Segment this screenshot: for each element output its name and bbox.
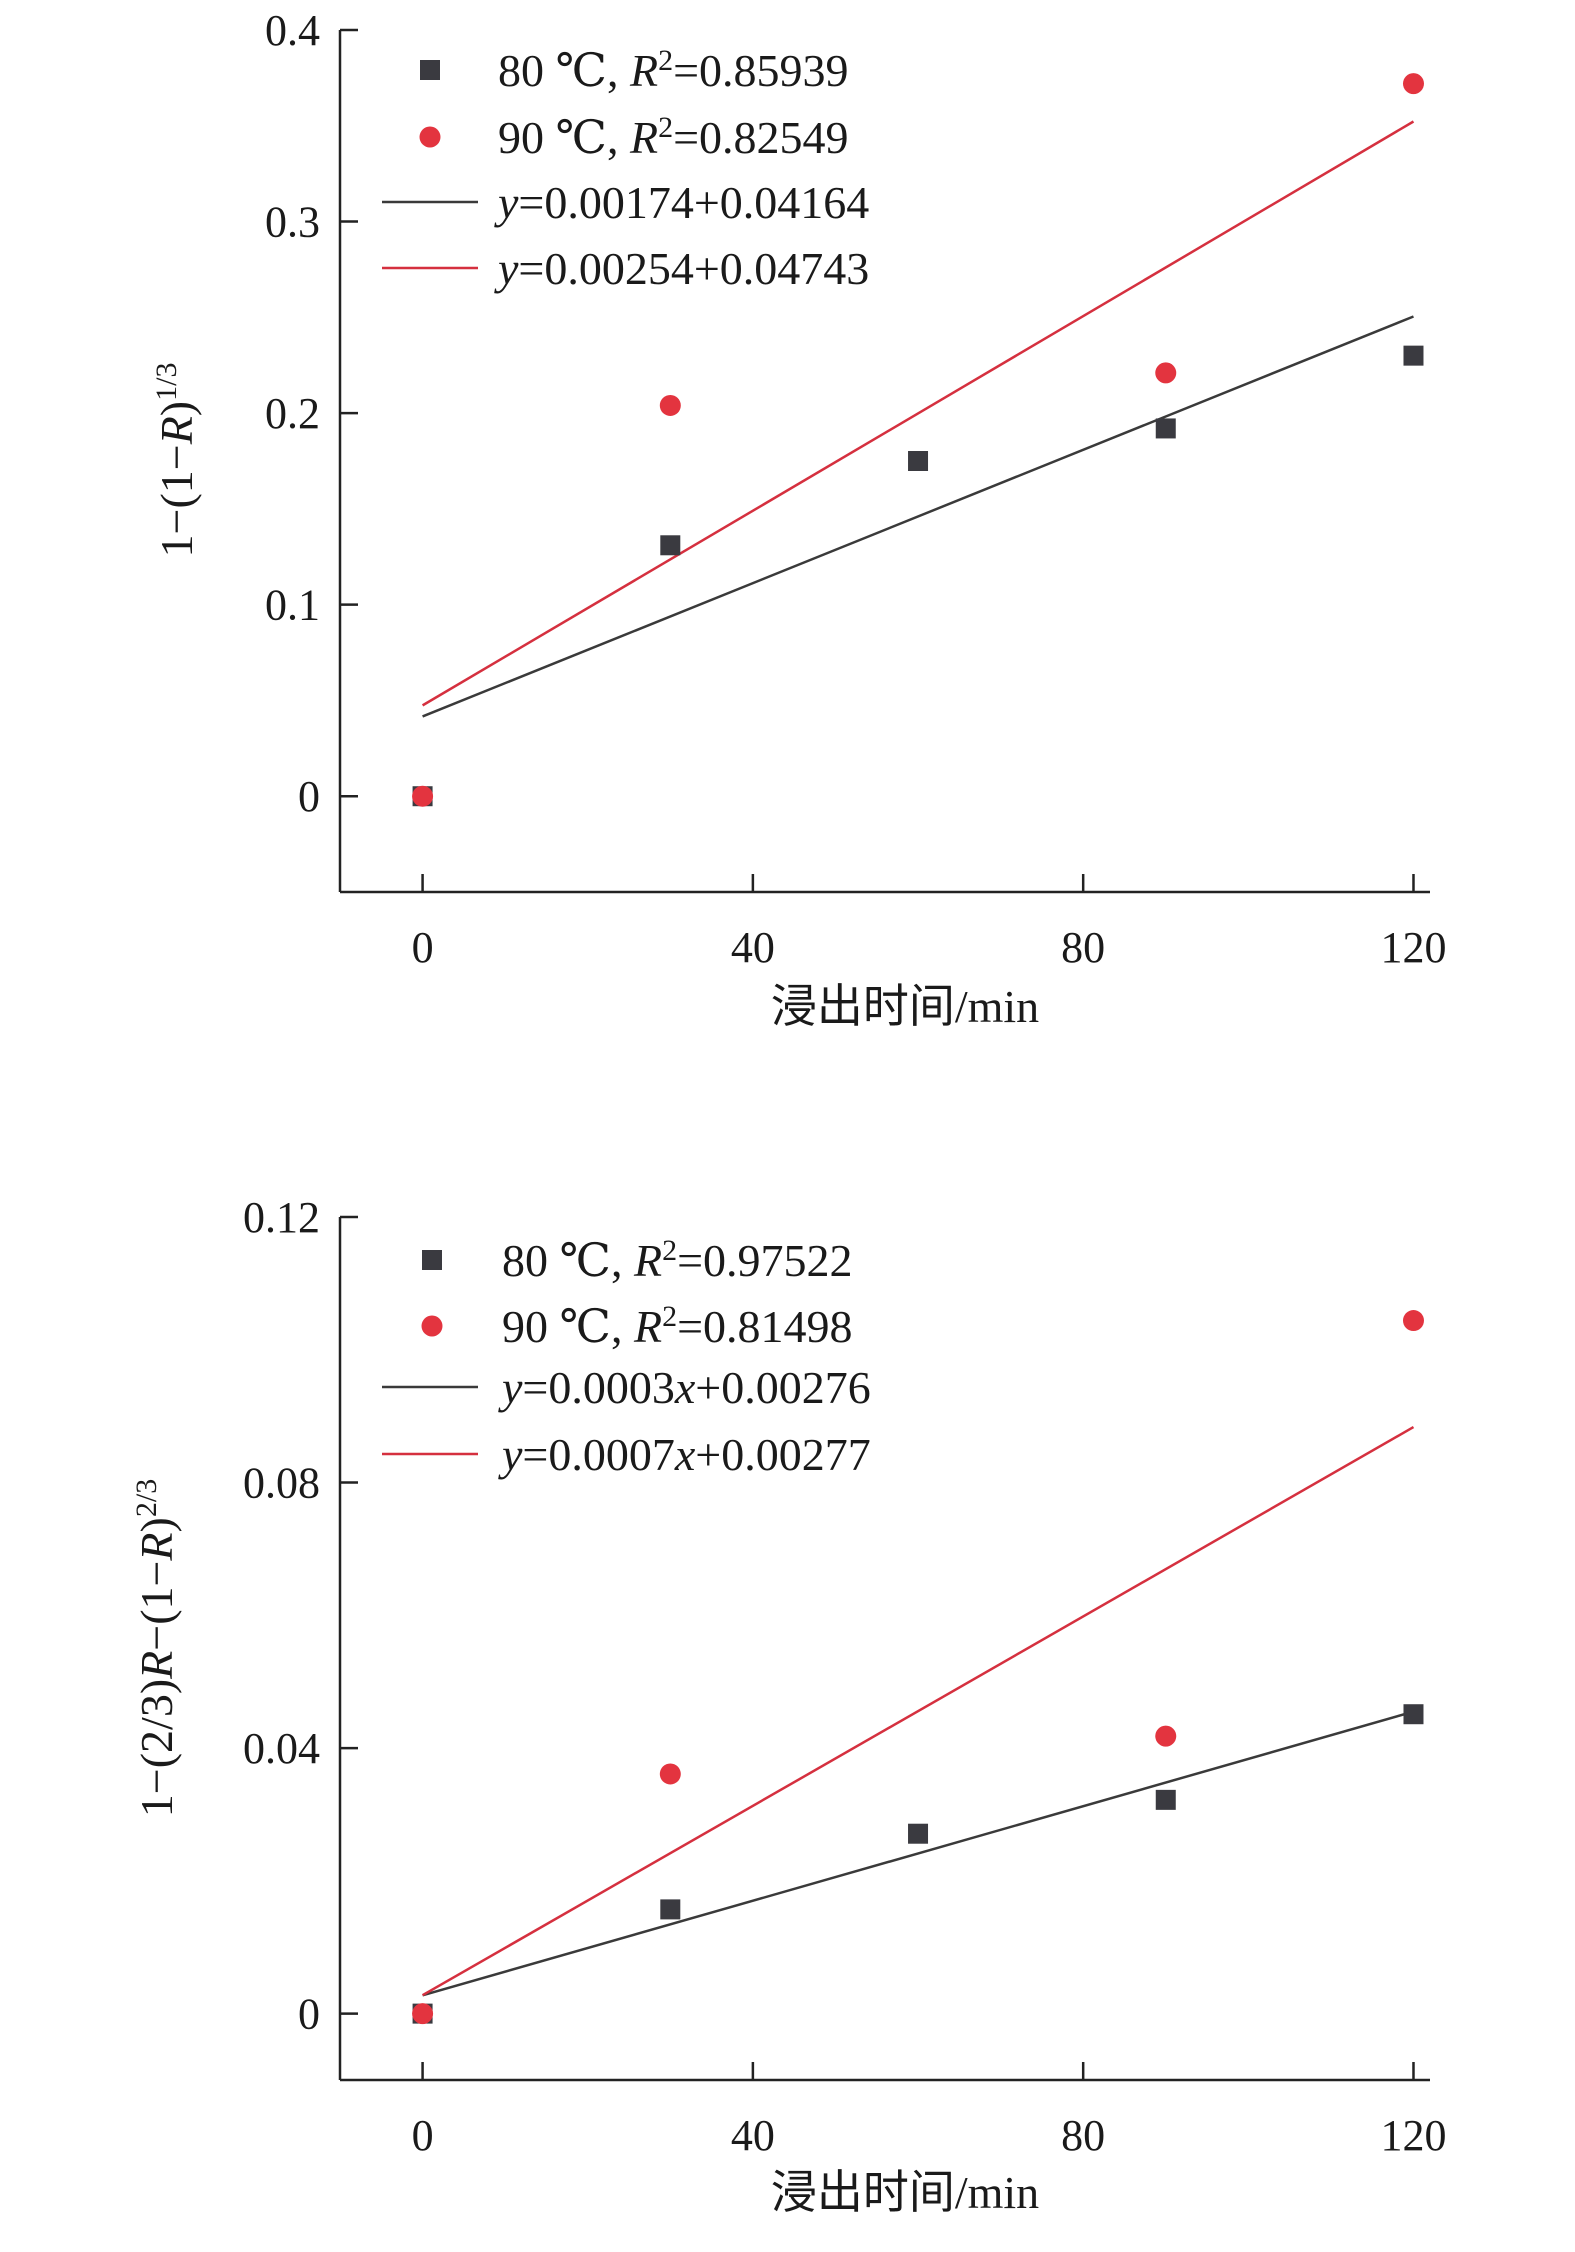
legend-r-exponent: 2 [658, 44, 673, 77]
legend-label: 80 ℃, R2=0.85939 [498, 44, 849, 97]
data-point-80 [660, 1899, 681, 1920]
x-tick-label: 0 [412, 2111, 434, 2160]
y-axis-label-variable: R [131, 1651, 182, 1680]
y-axis-label-exponent: 1/3 [150, 363, 183, 401]
data-point-80 [1155, 1789, 1176, 1810]
legend-r-exponent: 2 [658, 111, 673, 144]
y-axis-label-part: 1−(1− [151, 444, 202, 557]
y-axis-label: 1−(2/3)R−(1−R)2/3 [130, 1479, 183, 1817]
data-point-80 [1155, 418, 1176, 439]
data-point-90 [659, 1763, 681, 1785]
y-axis-label-part: ) [151, 401, 202, 416]
legend-eq-x: x [674, 1429, 696, 1480]
fit-line-80 [422, 1710, 1414, 1997]
y-tick-label: 0.1 [265, 581, 320, 630]
legend-eq-var: y [494, 177, 519, 228]
legend-eq-var: y [494, 243, 519, 294]
x-axis-label: 浸出时间/min [771, 981, 1039, 1032]
data-point-80 [908, 451, 929, 471]
legend-eq-x: x [674, 1362, 696, 1413]
legend-r-exponent: 2 [662, 1234, 677, 1267]
fit-line-90 [421, 1425, 1415, 1997]
legend-r: R [629, 112, 658, 163]
data-point-90 [412, 2003, 434, 2025]
legend-eq-slope: =0.0007 [522, 1429, 674, 1480]
legend-marker-80 [422, 1250, 442, 1270]
chart-panel-1: 00.10.20.30.40 40 80 120浸出时间/min1−(1−R)1/38… [150, 6, 1447, 1032]
data-point-90 [1155, 362, 1177, 384]
legend-r: R [633, 1301, 662, 1352]
y-axis-label-exponent: 2/3 [130, 1479, 163, 1517]
y-tick-label: 0.08 [243, 1459, 320, 1508]
legend-eq-rest: =0.00254+0.04743 [518, 243, 869, 294]
data-point-80 [1403, 345, 1424, 366]
y-tick-label: 0 [298, 772, 320, 821]
x-axis-label: 浸出时间/min [771, 2167, 1039, 2218]
legend-eq-slope: =0.0003 [522, 1362, 674, 1413]
legend-eq-rest: +0.00277 [695, 1429, 870, 1480]
x-tick-label: 120 [1380, 2111, 1446, 2160]
legend-label: 80 ℃, R2=0.97522 [502, 1234, 853, 1287]
x-tick-label: 40 [731, 923, 775, 972]
y-tick-label: 0.3 [265, 198, 320, 247]
y-axis-label-variable: R [131, 1532, 182, 1561]
fit-line-90 [421, 120, 1415, 707]
x-tick-label: 120 [1380, 923, 1446, 972]
legend-r2-value: =0.85939 [673, 45, 848, 96]
x-tick-label: 40 [731, 2111, 775, 2160]
data-point-80 [908, 1823, 929, 1844]
legend-equation: y=0.0003x+0.00276 [498, 1362, 871, 1413]
data-point-90 [1402, 73, 1424, 95]
legend-label: 90 ℃, R2=0.81498 [502, 1300, 853, 1353]
legend-r-exponent: 2 [662, 1300, 677, 1333]
data-point-90 [1402, 1310, 1424, 1332]
y-tick-label: 0.4 [265, 6, 320, 55]
legend-r2-value: =0.81498 [677, 1301, 852, 1352]
legend-equation: y=0.00254+0.04743 [494, 243, 869, 294]
y-axis-label-variable: R [151, 416, 202, 445]
y-tick-label: 0.2 [265, 389, 320, 438]
legend-equation: y=0.00174+0.04164 [494, 177, 869, 228]
legend-r2-value: =0.82549 [673, 112, 848, 163]
y-tick-label: 0.12 [243, 1193, 320, 1242]
y-axis-label-part: −(1− [131, 1561, 182, 1651]
y-tick-label: 0 [298, 1990, 320, 2039]
x-tick-label: 0 [412, 923, 434, 972]
legend-series-name: 90 ℃, [502, 1301, 634, 1352]
legend-eq-rest: =0.00174+0.04164 [518, 177, 869, 228]
data-point-80 [1403, 1704, 1424, 1725]
legend-series-name: 80 ℃, [502, 1235, 634, 1286]
legend-marker-90 [419, 126, 441, 148]
fit-line-80 [422, 315, 1414, 718]
y-axis-label: 1−(1−R)1/3 [150, 363, 203, 558]
data-point-90 [659, 394, 681, 416]
legend-r: R [633, 1235, 662, 1286]
x-tick-label: 80 [1061, 2111, 1105, 2160]
legend-eq-var: y [498, 1362, 523, 1413]
data-point-80 [660, 535, 681, 556]
legend-eq-var: y [498, 1429, 523, 1480]
x-tick-label: 80 [1061, 923, 1105, 972]
legend-marker-80 [420, 60, 440, 80]
legend-series-name: 90 ℃, [498, 112, 630, 163]
chart-panel-2: 00.040.080.120 40 80 120浸出时间/min1−(2/3)R−(1… [130, 1193, 1447, 2218]
y-axis-label-part: 1−(2/3) [131, 1679, 182, 1817]
legend-r2-value: =0.97522 [677, 1235, 852, 1286]
legend-eq-rest: +0.00276 [695, 1362, 870, 1413]
legend-series-name: 80 ℃, [498, 45, 630, 96]
data-point-90 [1155, 1725, 1177, 1747]
data-point-90 [412, 785, 434, 807]
y-axis-label-part: ) [131, 1517, 182, 1532]
legend-r: R [629, 45, 658, 96]
legend-equation: y=0.0007x+0.00277 [498, 1429, 871, 1480]
legend-label: 90 ℃, R2=0.82549 [498, 111, 849, 164]
y-tick-label: 0.04 [243, 1724, 320, 1773]
legend-marker-90 [421, 1315, 443, 1337]
